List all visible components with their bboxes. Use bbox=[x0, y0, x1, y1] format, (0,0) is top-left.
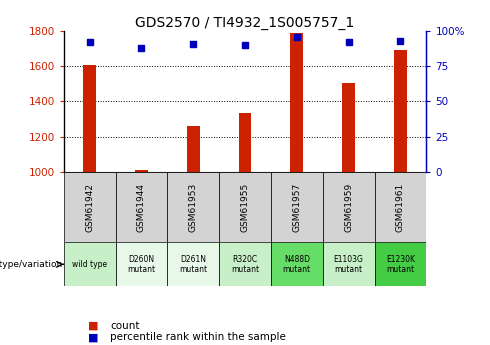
Text: N488D
mutant: N488D mutant bbox=[283, 255, 311, 274]
Bar bbox=[271, 172, 323, 242]
Bar bbox=[116, 242, 167, 286]
Title: GDS2570 / TI4932_1S005757_1: GDS2570 / TI4932_1S005757_1 bbox=[135, 16, 355, 30]
Text: ■: ■ bbox=[88, 333, 102, 342]
Text: D260N
mutant: D260N mutant bbox=[127, 255, 155, 274]
Text: GSM61953: GSM61953 bbox=[189, 183, 197, 232]
Point bbox=[241, 42, 249, 48]
Bar bbox=[374, 242, 426, 286]
Bar bbox=[219, 242, 271, 286]
Text: GSM61957: GSM61957 bbox=[293, 183, 301, 232]
Bar bbox=[323, 242, 374, 286]
Bar bbox=[290, 33, 303, 172]
Text: GSM61961: GSM61961 bbox=[396, 183, 405, 232]
Point bbox=[344, 40, 352, 45]
Point bbox=[138, 45, 146, 51]
Bar bbox=[64, 172, 116, 242]
Text: percentile rank within the sample: percentile rank within the sample bbox=[110, 333, 286, 342]
Bar bbox=[64, 242, 116, 286]
Bar bbox=[116, 172, 167, 242]
Text: GSM61944: GSM61944 bbox=[137, 183, 146, 231]
Point bbox=[396, 38, 404, 44]
Text: E1103G
mutant: E1103G mutant bbox=[334, 255, 364, 274]
Bar bbox=[167, 172, 219, 242]
Bar bbox=[167, 242, 219, 286]
Bar bbox=[239, 113, 251, 172]
Bar bbox=[394, 50, 407, 172]
Bar bbox=[187, 126, 200, 172]
Text: GSM61955: GSM61955 bbox=[241, 183, 249, 232]
Text: count: count bbox=[110, 321, 140, 331]
Text: D261N
mutant: D261N mutant bbox=[179, 255, 207, 274]
Bar bbox=[83, 65, 96, 172]
Bar bbox=[271, 242, 323, 286]
Bar bbox=[135, 170, 148, 172]
Text: GSM61942: GSM61942 bbox=[85, 183, 94, 231]
Bar bbox=[323, 172, 374, 242]
Bar bbox=[219, 172, 271, 242]
Text: R320C
mutant: R320C mutant bbox=[231, 255, 259, 274]
Bar bbox=[342, 83, 355, 172]
Text: GSM61959: GSM61959 bbox=[344, 183, 353, 232]
Bar bbox=[374, 172, 426, 242]
Text: E1230K
mutant: E1230K mutant bbox=[386, 255, 415, 274]
Text: ■: ■ bbox=[88, 321, 102, 331]
Point bbox=[189, 41, 197, 47]
Text: genotype/variation: genotype/variation bbox=[0, 260, 63, 269]
Point bbox=[86, 40, 94, 45]
Point bbox=[293, 34, 301, 39]
Text: wild type: wild type bbox=[72, 260, 107, 269]
